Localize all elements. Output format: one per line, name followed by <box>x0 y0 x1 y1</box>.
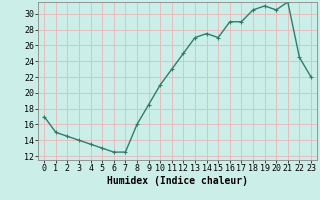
X-axis label: Humidex (Indice chaleur): Humidex (Indice chaleur) <box>107 176 248 186</box>
